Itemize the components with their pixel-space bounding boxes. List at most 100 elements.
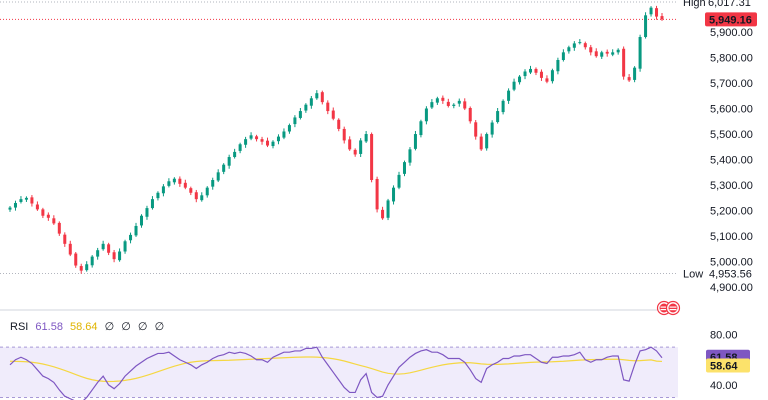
candle-body (589, 47, 593, 53)
candle-body (348, 139, 352, 150)
candle-body (649, 7, 653, 15)
candle-body (8, 207, 12, 210)
rsi-axis: 80.00 40.00 (710, 330, 738, 392)
rsi-legend-extra-2: ∅ (121, 321, 131, 333)
candle-body (205, 187, 209, 196)
candle-body (567, 47, 571, 52)
price-tick-label: 5,000.00 (710, 257, 753, 269)
low-label: Low (683, 269, 703, 281)
candle-body (392, 187, 396, 202)
candle-body (490, 122, 494, 135)
candle-body (331, 110, 335, 119)
price-tick-label: 5,300.00 (710, 180, 753, 192)
candle-body (287, 125, 291, 132)
candle-body (101, 243, 105, 250)
candle-body (57, 222, 61, 234)
candle-body (364, 134, 368, 142)
rsi-legend-ma: 58.64 (70, 321, 98, 333)
low-value: 4,953.56 (709, 269, 752, 281)
rsi-legend[interactable]: RSI 61.58 58.64 ∅ ∅ ∅ ∅ (10, 320, 168, 333)
candle-body (616, 49, 620, 53)
candle-body (145, 208, 149, 217)
candle-body (561, 52, 565, 60)
candle-body (550, 70, 554, 82)
candle-body (200, 195, 204, 201)
candle-body (68, 243, 72, 255)
candle-body (342, 128, 346, 141)
candle-body (123, 241, 127, 252)
price-tick-label: 5,500.00 (710, 129, 753, 141)
candle-body (211, 180, 215, 187)
candle-body (528, 68, 533, 73)
candle-body (118, 251, 122, 261)
price-tick-label: 5,900.00 (710, 27, 753, 39)
candle-body (413, 134, 417, 149)
candle-body (244, 139, 248, 145)
candle-body (139, 215, 144, 226)
candle-body (474, 122, 478, 137)
candle-body (655, 8, 659, 17)
candle-body (304, 104, 308, 111)
candle-body (326, 102, 330, 112)
candle-body (222, 164, 226, 172)
candle-body (534, 68, 538, 73)
candle-body (74, 253, 78, 266)
candle-body (216, 172, 220, 181)
candle-body (134, 225, 138, 236)
candle-body (633, 67, 637, 80)
candle-body (161, 186, 165, 194)
candle-body (386, 200, 390, 218)
candle-body (375, 178, 379, 210)
candle-body (594, 51, 598, 57)
rsi-band (0, 347, 678, 398)
candle-body (282, 131, 286, 138)
candle-body (457, 100, 461, 104)
candle-body (35, 204, 39, 210)
rsi-legend-value: 61.58 (35, 321, 63, 333)
price-tick-label: 5,100.00 (710, 231, 753, 243)
candle-body (408, 149, 412, 163)
candle-body (512, 81, 516, 90)
candle-body (627, 77, 631, 81)
candle-body (79, 266, 83, 271)
rsi-tick-label: 80.00 (710, 330, 738, 342)
candle-body (172, 178, 176, 183)
candle-body (260, 139, 264, 142)
candle-body (496, 111, 500, 123)
candle-body (129, 234, 133, 241)
candle-body (150, 199, 154, 209)
candle-body (255, 136, 259, 140)
candle-body (381, 209, 385, 219)
candle-body (96, 250, 100, 257)
price-tick-label: 5,700.00 (710, 78, 753, 90)
rsi-ma-badge (706, 358, 750, 373)
rsi-ma-line (9, 356, 663, 383)
candle-body (660, 16, 664, 20)
candle-body (463, 101, 467, 109)
candle-body (298, 111, 302, 118)
candle-body (419, 121, 423, 136)
candle-body (30, 197, 34, 204)
candle-body (337, 119, 341, 129)
candle-body (468, 108, 472, 122)
candle-body (485, 134, 489, 149)
price-tick-label: 5,800.00 (710, 52, 753, 64)
price-tick-label: 5,200.00 (710, 206, 753, 218)
candle-body (452, 104, 456, 106)
candle-body (424, 108, 428, 122)
events-icon[interactable] (656, 300, 681, 316)
candle-body (501, 100, 505, 113)
candle-body (644, 15, 648, 38)
rsi-line (9, 346, 663, 400)
candle-body (430, 102, 434, 108)
candle-body (605, 51, 609, 54)
candle-body (238, 144, 242, 151)
candle-body (19, 199, 23, 202)
high-label: High (683, 0, 706, 9)
low-badge-bg (678, 266, 758, 281)
candle-body (539, 71, 543, 78)
candle-body (266, 140, 270, 146)
candle-body (90, 256, 94, 266)
